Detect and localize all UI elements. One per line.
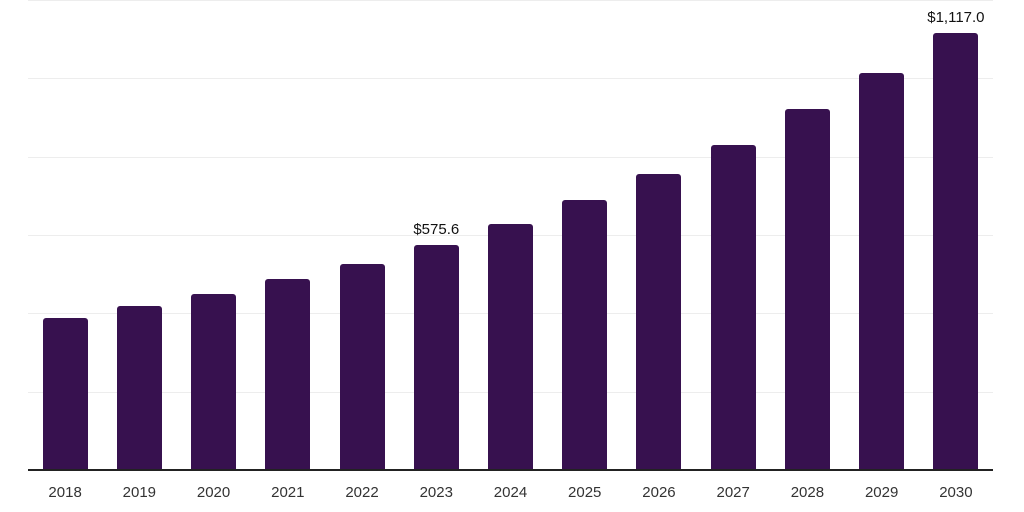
x-tick-label-2021: 2021 (271, 484, 305, 501)
bar-2019 (116, 305, 162, 470)
bar-2022 (339, 263, 385, 470)
plot-area: $575.6 $1,117.0 (28, 0, 993, 470)
bar-2028 (784, 108, 830, 470)
bar-2021 (265, 279, 311, 470)
bar-value-label-2030: $1,117.0 (927, 8, 985, 26)
bar-2027 (710, 144, 756, 470)
x-tick-label-2028: 2028 (790, 484, 825, 501)
x-tick-label-2025: 2025 (568, 484, 602, 501)
bar-2025 (562, 200, 608, 470)
bar-2029 (859, 73, 905, 470)
x-tick-label-2024: 2024 (493, 484, 528, 501)
x-axis-labels: 2018 2019 2020 2021 2022 2023 2024 2025 2026 2027… (28, 484, 993, 504)
x-tick-label-2030: 2030 (939, 484, 973, 501)
x-axis-line (28, 469, 993, 471)
x-tick-label-2029: 2029 (864, 484, 899, 501)
x-tick-label-2026: 2026 (642, 484, 676, 501)
bar-2023 (413, 244, 459, 470)
x-tick-label-2020: 2020 (196, 484, 231, 501)
x-tick-label-2022: 2022 (345, 484, 379, 501)
bar-2024 (488, 224, 533, 470)
gridline-1200 (28, 0, 993, 1)
bar-2020 (191, 293, 237, 470)
x-tick-label-2018: 2018 (48, 484, 82, 501)
x-tick-label-2027: 2027 (716, 484, 750, 501)
gridline-800 (28, 156, 993, 158)
x-tick-label-2023: 2023 (419, 484, 453, 501)
bar-2026 (636, 173, 682, 470)
gridline-1000 (28, 78, 993, 80)
bar-2018 (42, 318, 88, 470)
bar-value-label-2023: $575.6 (413, 220, 460, 238)
x-tick-label-2019: 2019 (122, 484, 157, 501)
bar-2030 (933, 32, 979, 470)
